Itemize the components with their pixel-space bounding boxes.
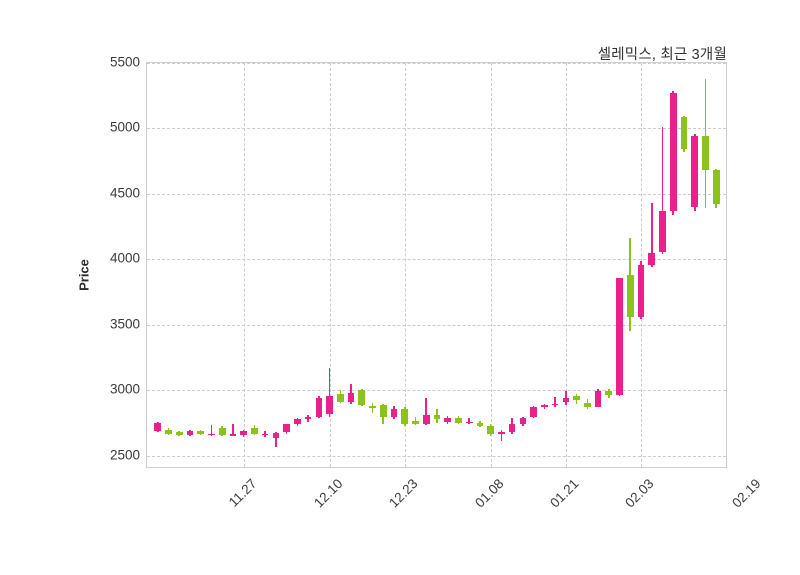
candle-wick <box>500 429 503 442</box>
candle-wick <box>232 423 234 437</box>
y-tick-label: 2500 <box>109 447 140 463</box>
candle-body <box>401 408 409 424</box>
candle-body <box>626 275 634 318</box>
y-tick-label: 4500 <box>109 185 140 201</box>
candle-body <box>702 136 709 171</box>
candle-wick <box>554 396 556 407</box>
candle-body <box>165 429 172 435</box>
candle-body <box>272 432 280 439</box>
h-gridline <box>147 259 726 261</box>
y-tick-label: 4000 <box>109 250 140 266</box>
candle-body <box>304 416 312 420</box>
candle-body <box>669 93 677 211</box>
candle-body <box>358 390 366 405</box>
candle-body <box>218 427 226 435</box>
x-tick-label: 11.27 <box>225 476 260 510</box>
candle-body <box>326 395 333 414</box>
candle-body <box>433 415 441 420</box>
x-tick-label: 01.08 <box>471 476 507 511</box>
candle-body <box>541 404 548 408</box>
candle-body <box>648 252 656 266</box>
x-tick-label: 02.03 <box>622 476 657 511</box>
v-gridline <box>404 63 406 467</box>
candle-body <box>508 424 516 433</box>
h-gridline <box>147 455 726 457</box>
v-gridline <box>243 63 245 467</box>
candle-body <box>637 265 645 318</box>
y-tick-label: 3500 <box>109 316 140 332</box>
x-tick-label: 12.10 <box>310 476 346 511</box>
h-gridline <box>147 193 726 195</box>
candle-body <box>294 419 301 425</box>
candle-wick <box>650 203 653 268</box>
v-gridline <box>565 63 567 467</box>
candle-body <box>208 433 215 436</box>
candle-body <box>379 405 387 417</box>
h-gridline <box>147 63 726 64</box>
candle-body <box>336 394 344 402</box>
candle-wick <box>328 368 331 417</box>
candle-body <box>390 408 398 417</box>
candle-body <box>680 116 688 150</box>
candle-wick <box>468 417 470 424</box>
candle-body <box>659 210 666 252</box>
v-gridline <box>329 63 331 467</box>
candle-body <box>487 425 494 435</box>
candle-body <box>616 278 623 395</box>
candle-body <box>691 136 699 208</box>
plot-area <box>146 62 727 468</box>
candle-body <box>530 407 537 417</box>
candle-body <box>465 421 473 424</box>
h-gridline <box>147 324 726 326</box>
x-tick-label: 12.23 <box>385 476 421 511</box>
x-tick-label: 02.19 <box>729 476 764 511</box>
y-tick-label: 5500 <box>109 54 140 70</box>
x-tick-label: 01.21 <box>546 476 582 511</box>
candle-body <box>154 423 162 431</box>
candle-wick <box>371 402 374 413</box>
candle-body <box>498 432 505 434</box>
candle-body <box>240 431 247 435</box>
candle-body <box>476 422 484 426</box>
candle-body <box>347 393 355 402</box>
candle-wick <box>210 425 213 437</box>
candle-body <box>573 395 580 401</box>
candle-body <box>229 434 237 436</box>
candle-body <box>412 420 419 424</box>
candle-body <box>444 417 452 422</box>
candle-body <box>197 431 205 435</box>
candle-body <box>551 403 559 406</box>
candle-body <box>583 402 591 407</box>
candle-wick <box>661 127 664 255</box>
y-tick-label: 5000 <box>109 119 140 135</box>
candle-body <box>315 398 323 417</box>
v-gridline <box>490 63 492 467</box>
y-tick-label: 3000 <box>109 381 140 397</box>
candle-body <box>605 391 613 395</box>
candle-body <box>562 398 570 403</box>
candle-body <box>422 414 430 424</box>
candle-body <box>519 417 527 425</box>
candle-body <box>455 417 462 423</box>
candle-body <box>261 433 269 436</box>
candle-body <box>251 428 258 434</box>
candle-wick <box>275 432 277 448</box>
candle-body <box>175 432 183 435</box>
candle-body <box>186 431 194 435</box>
candle-body <box>594 391 602 407</box>
h-gridline <box>147 390 726 392</box>
candle-body <box>283 424 290 433</box>
candle-body <box>369 406 376 408</box>
y-axis: 2500 3000 3500 4000 4500 5000 5500 <box>14 0 140 575</box>
chart-title: 셀레믹스, 최근 3개월 <box>597 47 727 63</box>
candle-body <box>712 170 720 205</box>
candle-wick <box>425 397 428 426</box>
candlestick-series <box>147 63 726 467</box>
candle-wick <box>565 391 567 405</box>
h-gridline <box>147 128 726 130</box>
